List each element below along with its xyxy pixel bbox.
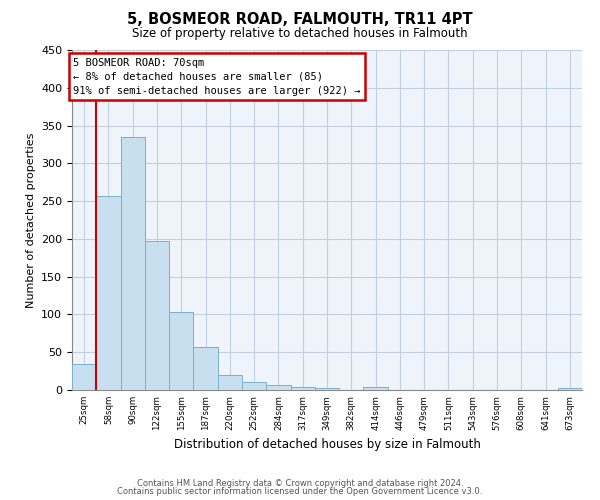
Text: Contains public sector information licensed under the Open Government Licence v3: Contains public sector information licen… (118, 487, 482, 496)
Bar (266, 384, 290, 390)
Bar (364, 387, 388, 390)
Text: 5 BOSMEOR ROAD: 70sqm
← 8% of detached houses are smaller (85)
91% of semi-detac: 5 BOSMEOR ROAD: 70sqm ← 8% of detached h… (73, 58, 361, 96)
Bar (558, 388, 582, 390)
Bar (315, 388, 339, 390)
Bar (169, 312, 193, 390)
X-axis label: Distribution of detached houses by size in Falmouth: Distribution of detached houses by size … (173, 438, 481, 451)
Bar (193, 347, 218, 390)
Y-axis label: Number of detached properties: Number of detached properties (26, 132, 35, 308)
Bar (290, 387, 315, 390)
Bar (96, 196, 121, 390)
Bar (218, 375, 242, 390)
Bar (242, 382, 266, 390)
Text: Size of property relative to detached houses in Falmouth: Size of property relative to detached ho… (132, 28, 468, 40)
Bar (72, 364, 96, 390)
Bar (145, 241, 169, 390)
Bar (121, 137, 145, 390)
Text: Contains HM Land Registry data © Crown copyright and database right 2024.: Contains HM Land Registry data © Crown c… (137, 478, 463, 488)
Text: 5, BOSMEOR ROAD, FALMOUTH, TR11 4PT: 5, BOSMEOR ROAD, FALMOUTH, TR11 4PT (127, 12, 473, 28)
